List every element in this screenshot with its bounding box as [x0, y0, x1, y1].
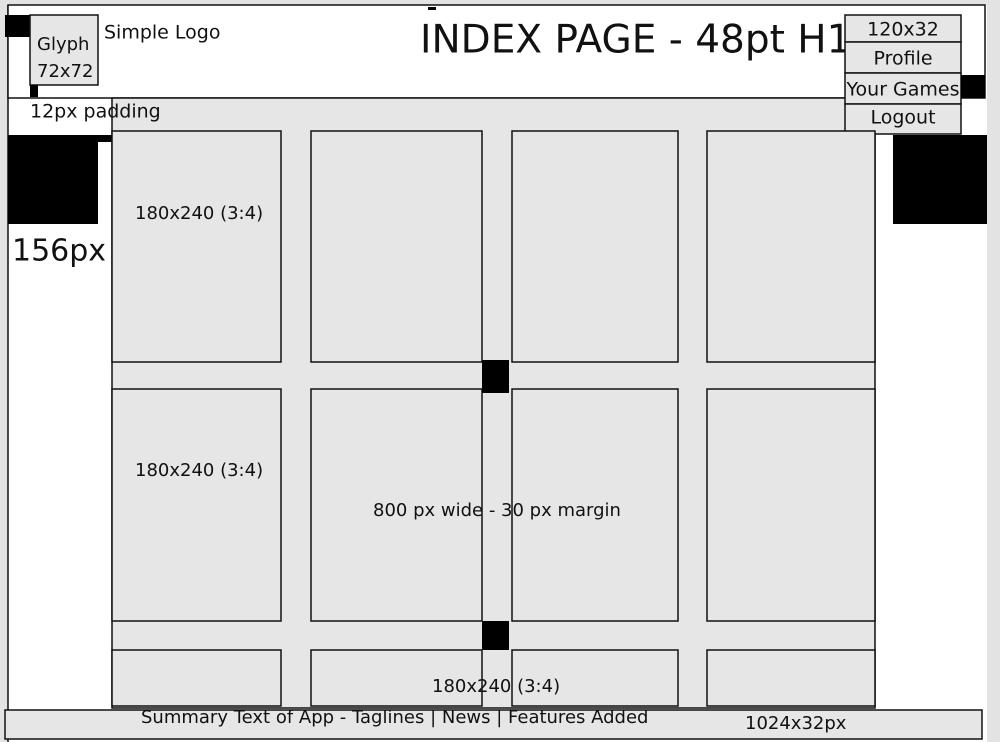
card[interactable] [310, 649, 483, 707]
card[interactable] [511, 130, 679, 363]
card[interactable] [111, 649, 282, 707]
card-size-note: 180x240 (3:4) [135, 203, 263, 224]
glyph-size: 72x72 [37, 61, 93, 82]
page-title: INDEX PAGE - 48pt H1 [420, 18, 851, 63]
card[interactable] [111, 388, 282, 622]
card[interactable] [111, 130, 282, 363]
card[interactable] [511, 388, 679, 622]
marker [961, 75, 985, 98]
nav-item[interactable] [844, 41, 962, 74]
nav-item[interactable] [844, 103, 962, 135]
padding-note: 12px padding [30, 101, 161, 123]
card[interactable] [310, 388, 483, 622]
side-block [893, 135, 987, 224]
nav-size: 120x32 [867, 19, 939, 41]
card-size-note: 180x240 (3:4) [135, 460, 263, 481]
side-width-note: 156px [12, 234, 106, 269]
nav-item[interactable] [844, 72, 962, 105]
marker [482, 621, 509, 650]
footer-box [4, 709, 983, 740]
marker [30, 85, 38, 97]
marker [5, 15, 30, 37]
footer-size: 1024x32px [745, 713, 847, 734]
nav-logout[interactable]: Logout [870, 107, 935, 129]
marker [428, 7, 436, 10]
nav-profile[interactable]: Profile [873, 48, 932, 70]
card[interactable] [706, 649, 876, 707]
glyph-label: Glyph [37, 34, 89, 55]
logo-text: Simple Logo [104, 22, 220, 44]
header-box [7, 4, 986, 99]
footer-summary: Summary Text of App - Taglines | News | … [141, 707, 648, 728]
content-width-note: 800 px wide - 30 px margin [373, 500, 621, 521]
marker [98, 135, 112, 142]
card[interactable] [706, 388, 876, 622]
side-block [8, 135, 98, 224]
nav-games[interactable]: Your Games [845, 79, 959, 101]
glyph-box [29, 14, 99, 86]
card[interactable] [310, 130, 483, 363]
marker [482, 360, 509, 393]
card[interactable] [511, 649, 679, 707]
card[interactable] [706, 130, 876, 363]
card-grid [111, 130, 876, 707]
card-size-note: 180x240 (3:4) [432, 676, 560, 697]
